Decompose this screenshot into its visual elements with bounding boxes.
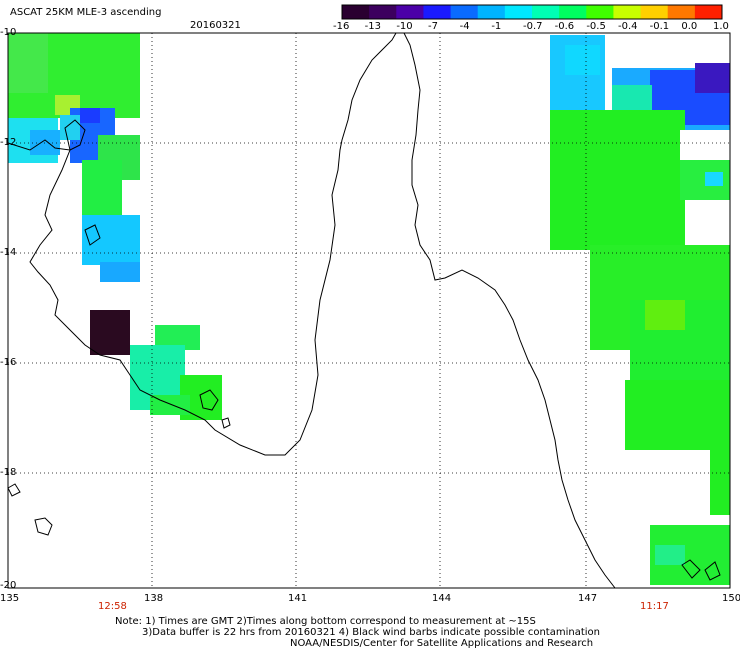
- lat-label: -20: [0, 580, 17, 591]
- lat-label: -16: [0, 357, 17, 368]
- lon-label: 141: [288, 593, 308, 604]
- swath-cell: [90, 310, 130, 355]
- colorbar-tick-label: -10: [396, 21, 413, 32]
- colorbar-segment: [504, 5, 533, 19]
- colorbar-tick-label: -0.4: [618, 21, 638, 32]
- product-date: 20160321: [190, 20, 241, 31]
- colorbar-tick-label: -4: [459, 21, 470, 32]
- pass-time: 11:17: [640, 601, 669, 612]
- colorbar-segment: [369, 5, 397, 19]
- note-line: 3)Data buffer is 22 hrs from 20160321 4)…: [142, 627, 600, 638]
- colorbar: [341, 4, 723, 20]
- colorbar-tick-label: -13: [364, 21, 381, 32]
- wind-data-swaths: [8, 33, 730, 585]
- swath-cell: [710, 450, 730, 515]
- swath-cell: [60, 115, 80, 140]
- colorbar-segment: [613, 5, 642, 19]
- colorbar-segment: [423, 5, 452, 19]
- colorbar-segment: [667, 5, 696, 19]
- colorbar-tick-label: 0.0: [681, 21, 698, 32]
- lon-label: 150: [722, 593, 740, 604]
- lon-label: 138: [144, 593, 164, 604]
- lat-label: -14: [0, 247, 17, 258]
- colorbar-segment: [477, 5, 506, 19]
- colorbar-tick-label: -7: [428, 21, 438, 32]
- colorbar-segment: [396, 5, 424, 19]
- colorbar-segment: [640, 5, 669, 19]
- colorbar-segment: [559, 5, 587, 19]
- swath-cell: [100, 262, 140, 282]
- product-title: ASCAT 25KM MLE-3 ascending: [10, 7, 162, 18]
- lat-lon-grid: [8, 33, 730, 588]
- note-line: NOAA/NESDIS/Center for Satellite Applica…: [290, 638, 594, 649]
- colorbar-border: [341, 4, 723, 20]
- colorbar-segment: [342, 5, 370, 19]
- swath-cell: [695, 63, 730, 93]
- swath-cell: [80, 108, 100, 123]
- lon-label: 135: [0, 593, 20, 604]
- swath-cell: [30, 130, 60, 155]
- swath-cell: [8, 33, 48, 93]
- colorbar-tick-label: -0.5: [586, 21, 606, 32]
- lon-label: 144: [432, 593, 452, 604]
- colorbar-segment: [532, 5, 560, 19]
- swath-cell: [705, 172, 723, 186]
- colorbar-tick-label: 1.0: [713, 21, 729, 32]
- colorbar-segment: [450, 5, 479, 19]
- colorbar-tick-label: -0.6: [554, 21, 575, 32]
- swath-cell: [82, 160, 122, 215]
- note-line: Note: 1) Times are GMT 2)Times along bot…: [115, 616, 536, 627]
- swath-cell: [645, 300, 685, 330]
- swath-cell: [625, 380, 730, 450]
- lat-label: -18: [0, 467, 17, 478]
- colorbar-segment: [586, 5, 614, 19]
- colorbar-tick-label: -0.1: [649, 21, 670, 32]
- colorbar-tick-label: -16: [333, 21, 350, 32]
- pass-time: 12:58: [98, 601, 127, 612]
- lat-label: -10: [0, 27, 17, 38]
- swath-cell: [82, 215, 140, 265]
- colorbar-tick-label: -0.7: [523, 21, 543, 32]
- swath-cell: [565, 45, 600, 75]
- coastline: [7, 32, 721, 589]
- colorbar-tick-label: -1: [491, 21, 502, 32]
- colorbar-segment: [694, 5, 723, 19]
- swath-cell: [550, 110, 685, 250]
- map-frame: [7, 32, 731, 589]
- lon-label: 147: [578, 593, 598, 604]
- lat-label: -12: [0, 137, 17, 148]
- swath-cell: [655, 545, 685, 565]
